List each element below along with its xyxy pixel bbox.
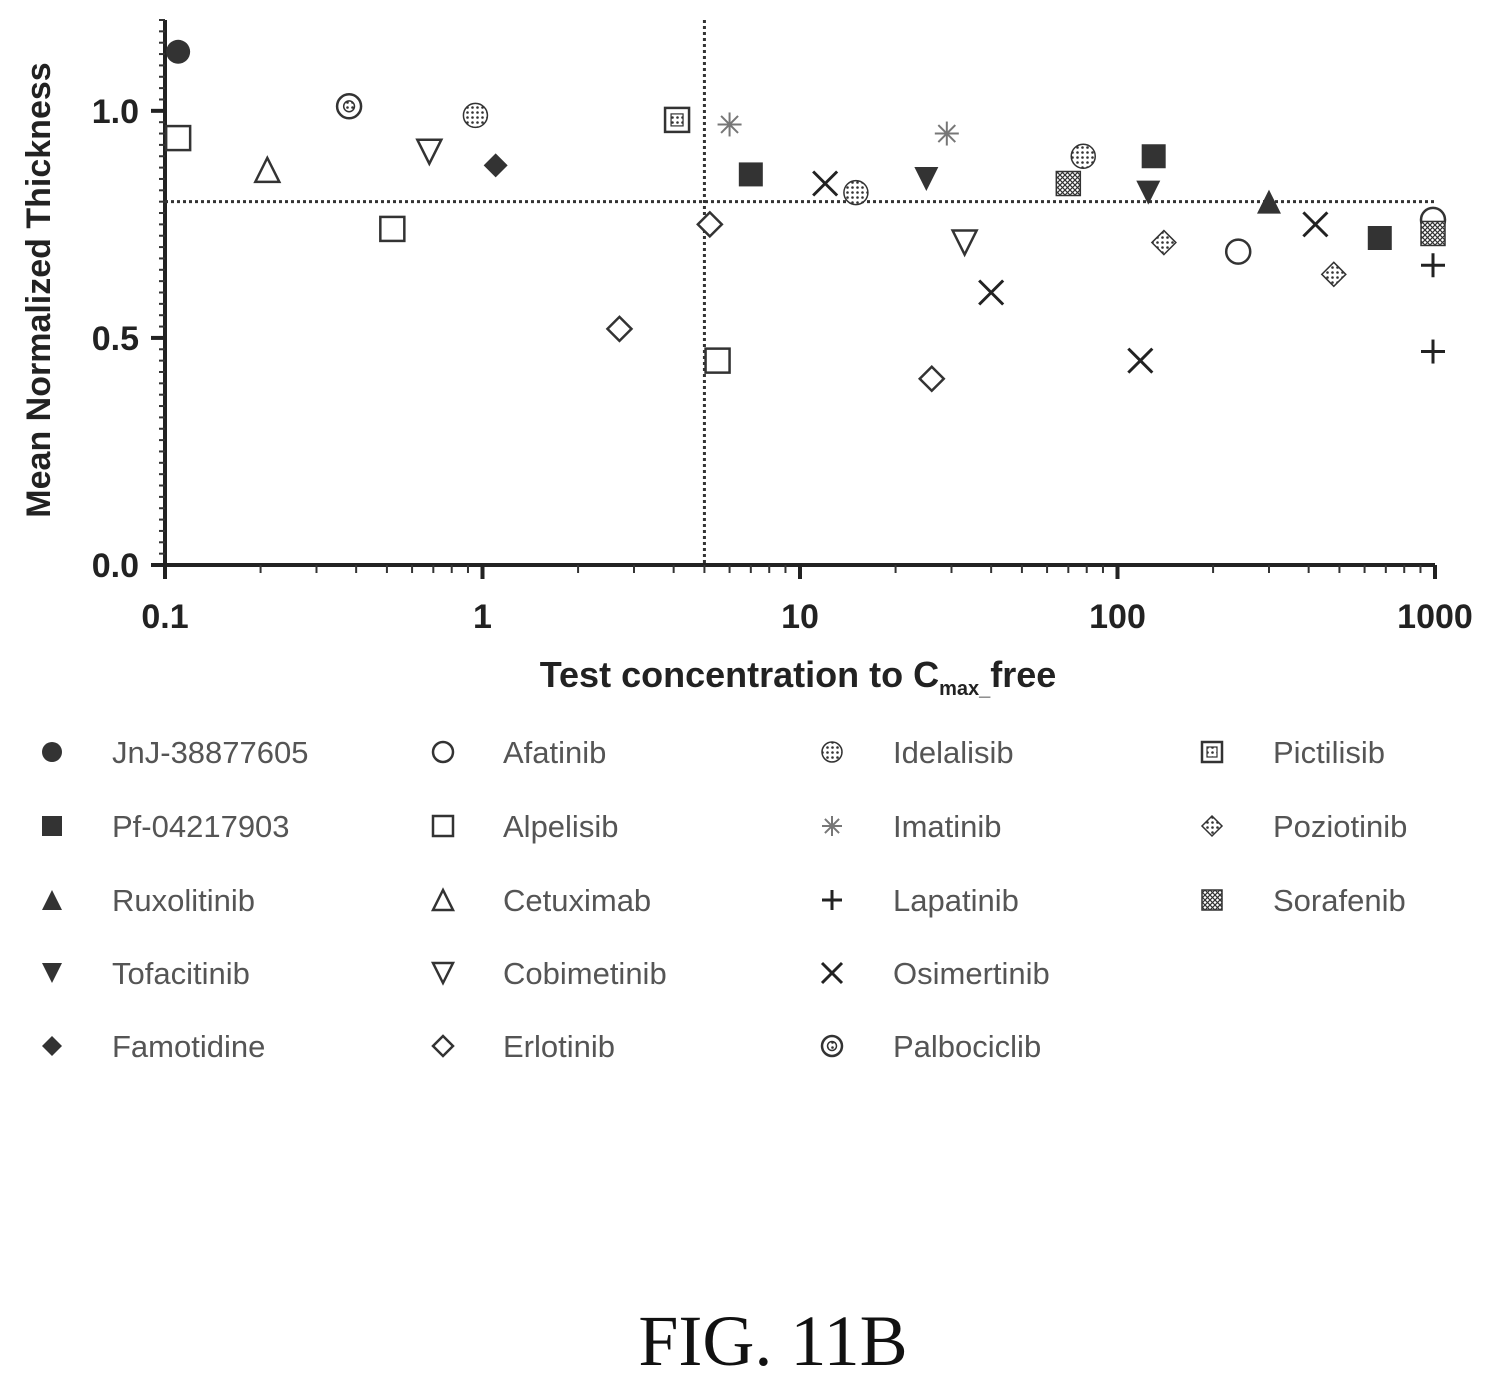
- legend-item-cetuximab: Cetuximab: [430, 883, 651, 918]
- data-point-cobimetinib: [415, 138, 444, 167]
- legend-label: Erlotinib: [503, 1029, 615, 1064]
- x-axis-label-tail: free: [990, 654, 1056, 695]
- figure-caption: FIG. 11B: [638, 1301, 907, 1381]
- legend-item-idelalisib: Idelalisib: [821, 735, 1014, 770]
- data-point-afatinib: [1224, 238, 1252, 265]
- legend-label: Lapatinib: [893, 883, 1019, 918]
- data-point-idelalisib: [843, 179, 869, 206]
- legend-item-jnj-38877605: JnJ-38877605: [42, 735, 309, 770]
- data-point-cobimetinib: [950, 229, 979, 258]
- data-point-cetuximab: [253, 155, 282, 184]
- legend-item-erlotinib: Erlotinib: [431, 1029, 615, 1064]
- data-point-poziotinib: [1320, 261, 1347, 288]
- legend-label: Ruxolitinib: [112, 883, 255, 918]
- data-point-osimertinib: [1127, 347, 1154, 374]
- legend-item-osimertinib: Osimertinib: [820, 956, 1050, 991]
- data-point-famotidine: [483, 153, 508, 178]
- legend-label: Afatinib: [503, 735, 606, 770]
- y-axis-label: Mean Normalized Thickness: [20, 62, 58, 517]
- data-point-palbociclib: [335, 93, 363, 120]
- x-axis-label-main: Test concentration to C: [540, 654, 939, 695]
- data-point-pf-04217903: [1367, 226, 1392, 250]
- data-point-erlotinib: [605, 315, 634, 343]
- legend-label: Alpelisib: [503, 809, 618, 844]
- legend-label: Pictilisib: [1273, 735, 1385, 770]
- legend-item-sorafenib: Sorafenib: [1201, 883, 1406, 918]
- data-point-alpelisib: [164, 124, 192, 152]
- legend-label: Palbociclib: [893, 1029, 1041, 1064]
- data-point-idelalisib: [1070, 143, 1096, 169]
- data-point-tofacitinib: [914, 166, 939, 191]
- legend-label: JnJ-38877605: [112, 735, 309, 770]
- legend-label: Osimertinib: [893, 956, 1050, 991]
- data-point-ruxolitinib: [1256, 189, 1281, 214]
- legend-label: Pf-04217903: [112, 809, 290, 844]
- data-point-tofacitinib: [1136, 180, 1161, 205]
- legend-label: Famotidine: [112, 1029, 265, 1064]
- legend-label: Cetuximab: [503, 883, 651, 918]
- data-point-imatinib: [717, 112, 742, 137]
- x-tick-label: 100: [1089, 598, 1146, 636]
- data-point-pf-04217903: [738, 162, 763, 187]
- data-point-erlotinib: [696, 210, 724, 239]
- legend-item-afatinib: Afatinib: [431, 735, 606, 770]
- legend-item-pictilisib: Pictilisib: [1200, 735, 1385, 770]
- plot-area: 0.0 0.5 1.0 0.1 1 10 100 1000: [92, 19, 1473, 636]
- x-axis-label-subscript: max_: [939, 678, 991, 700]
- data-point-poziotinib: [1150, 229, 1177, 256]
- data-point-pictilisib: [663, 106, 691, 134]
- data-point-pf-04217903: [1141, 144, 1166, 169]
- data-point-imatinib: [934, 121, 959, 146]
- legend-item-poziotinib: Poziotinib: [1200, 809, 1407, 844]
- x-tick-label: 1000: [1397, 598, 1473, 636]
- data-point-sorafenib: [1055, 170, 1082, 197]
- legend: JnJ-38877605 Pf-04217903 Ruxolitinib Tofaci…: [42, 735, 1407, 1064]
- x-axis-label: Test concentration to Cmax_free: [540, 654, 1057, 700]
- data-point-osimertinib: [812, 170, 839, 197]
- legend-item-tofacitinib: Tofacitinib: [42, 956, 250, 991]
- legend-item-palbociclib: Palbociclib: [820, 1029, 1041, 1064]
- legend-label: Imatinib: [893, 809, 1002, 844]
- legend-item-famotidine: Famotidine: [42, 1029, 265, 1064]
- data-point-osimertinib: [1302, 211, 1329, 238]
- data-point-erlotinib: [917, 365, 946, 393]
- legend-label: Cobimetinib: [503, 956, 667, 991]
- legend-item-ruxolitinib: Ruxolitinib: [42, 883, 255, 918]
- legend-label: Idelalisib: [893, 735, 1014, 770]
- legend-label: Poziotinib: [1273, 809, 1407, 844]
- data-point-osimertinib: [978, 279, 1005, 306]
- y-tick-label: 0.0: [92, 547, 139, 585]
- legend-item-alpelisib: Alpelisib: [431, 809, 618, 844]
- legend-item-pf-04217903: Pf-04217903: [42, 809, 290, 844]
- x-tick-label: 10: [781, 598, 819, 636]
- data-point-lapatinib: [1421, 339, 1445, 364]
- legend-item-cobimetinib: Cobimetinib: [430, 956, 667, 991]
- data-point-idelalisib: [462, 102, 489, 129]
- data-point-alpelisib: [379, 215, 406, 243]
- data-point-lapatinib: [1421, 253, 1445, 278]
- y-tick-label: 0.5: [92, 320, 139, 358]
- legend-label: Sorafenib: [1273, 883, 1406, 918]
- legend-label: Tofacitinib: [112, 956, 250, 991]
- x-tick-label: 0.1: [141, 598, 188, 636]
- y-tick-label: 1.0: [92, 93, 139, 131]
- legend-item-imatinib: Imatinib: [822, 809, 1002, 844]
- data-point-sorafenib: [1420, 220, 1446, 247]
- data-point-alpelisib: [704, 347, 731, 374]
- data-marks: [164, 39, 1447, 393]
- x-tick-label: 1: [473, 598, 492, 636]
- legend-item-lapatinib: Lapatinib: [822, 883, 1019, 918]
- data-point-jnj-38877605: [166, 39, 191, 64]
